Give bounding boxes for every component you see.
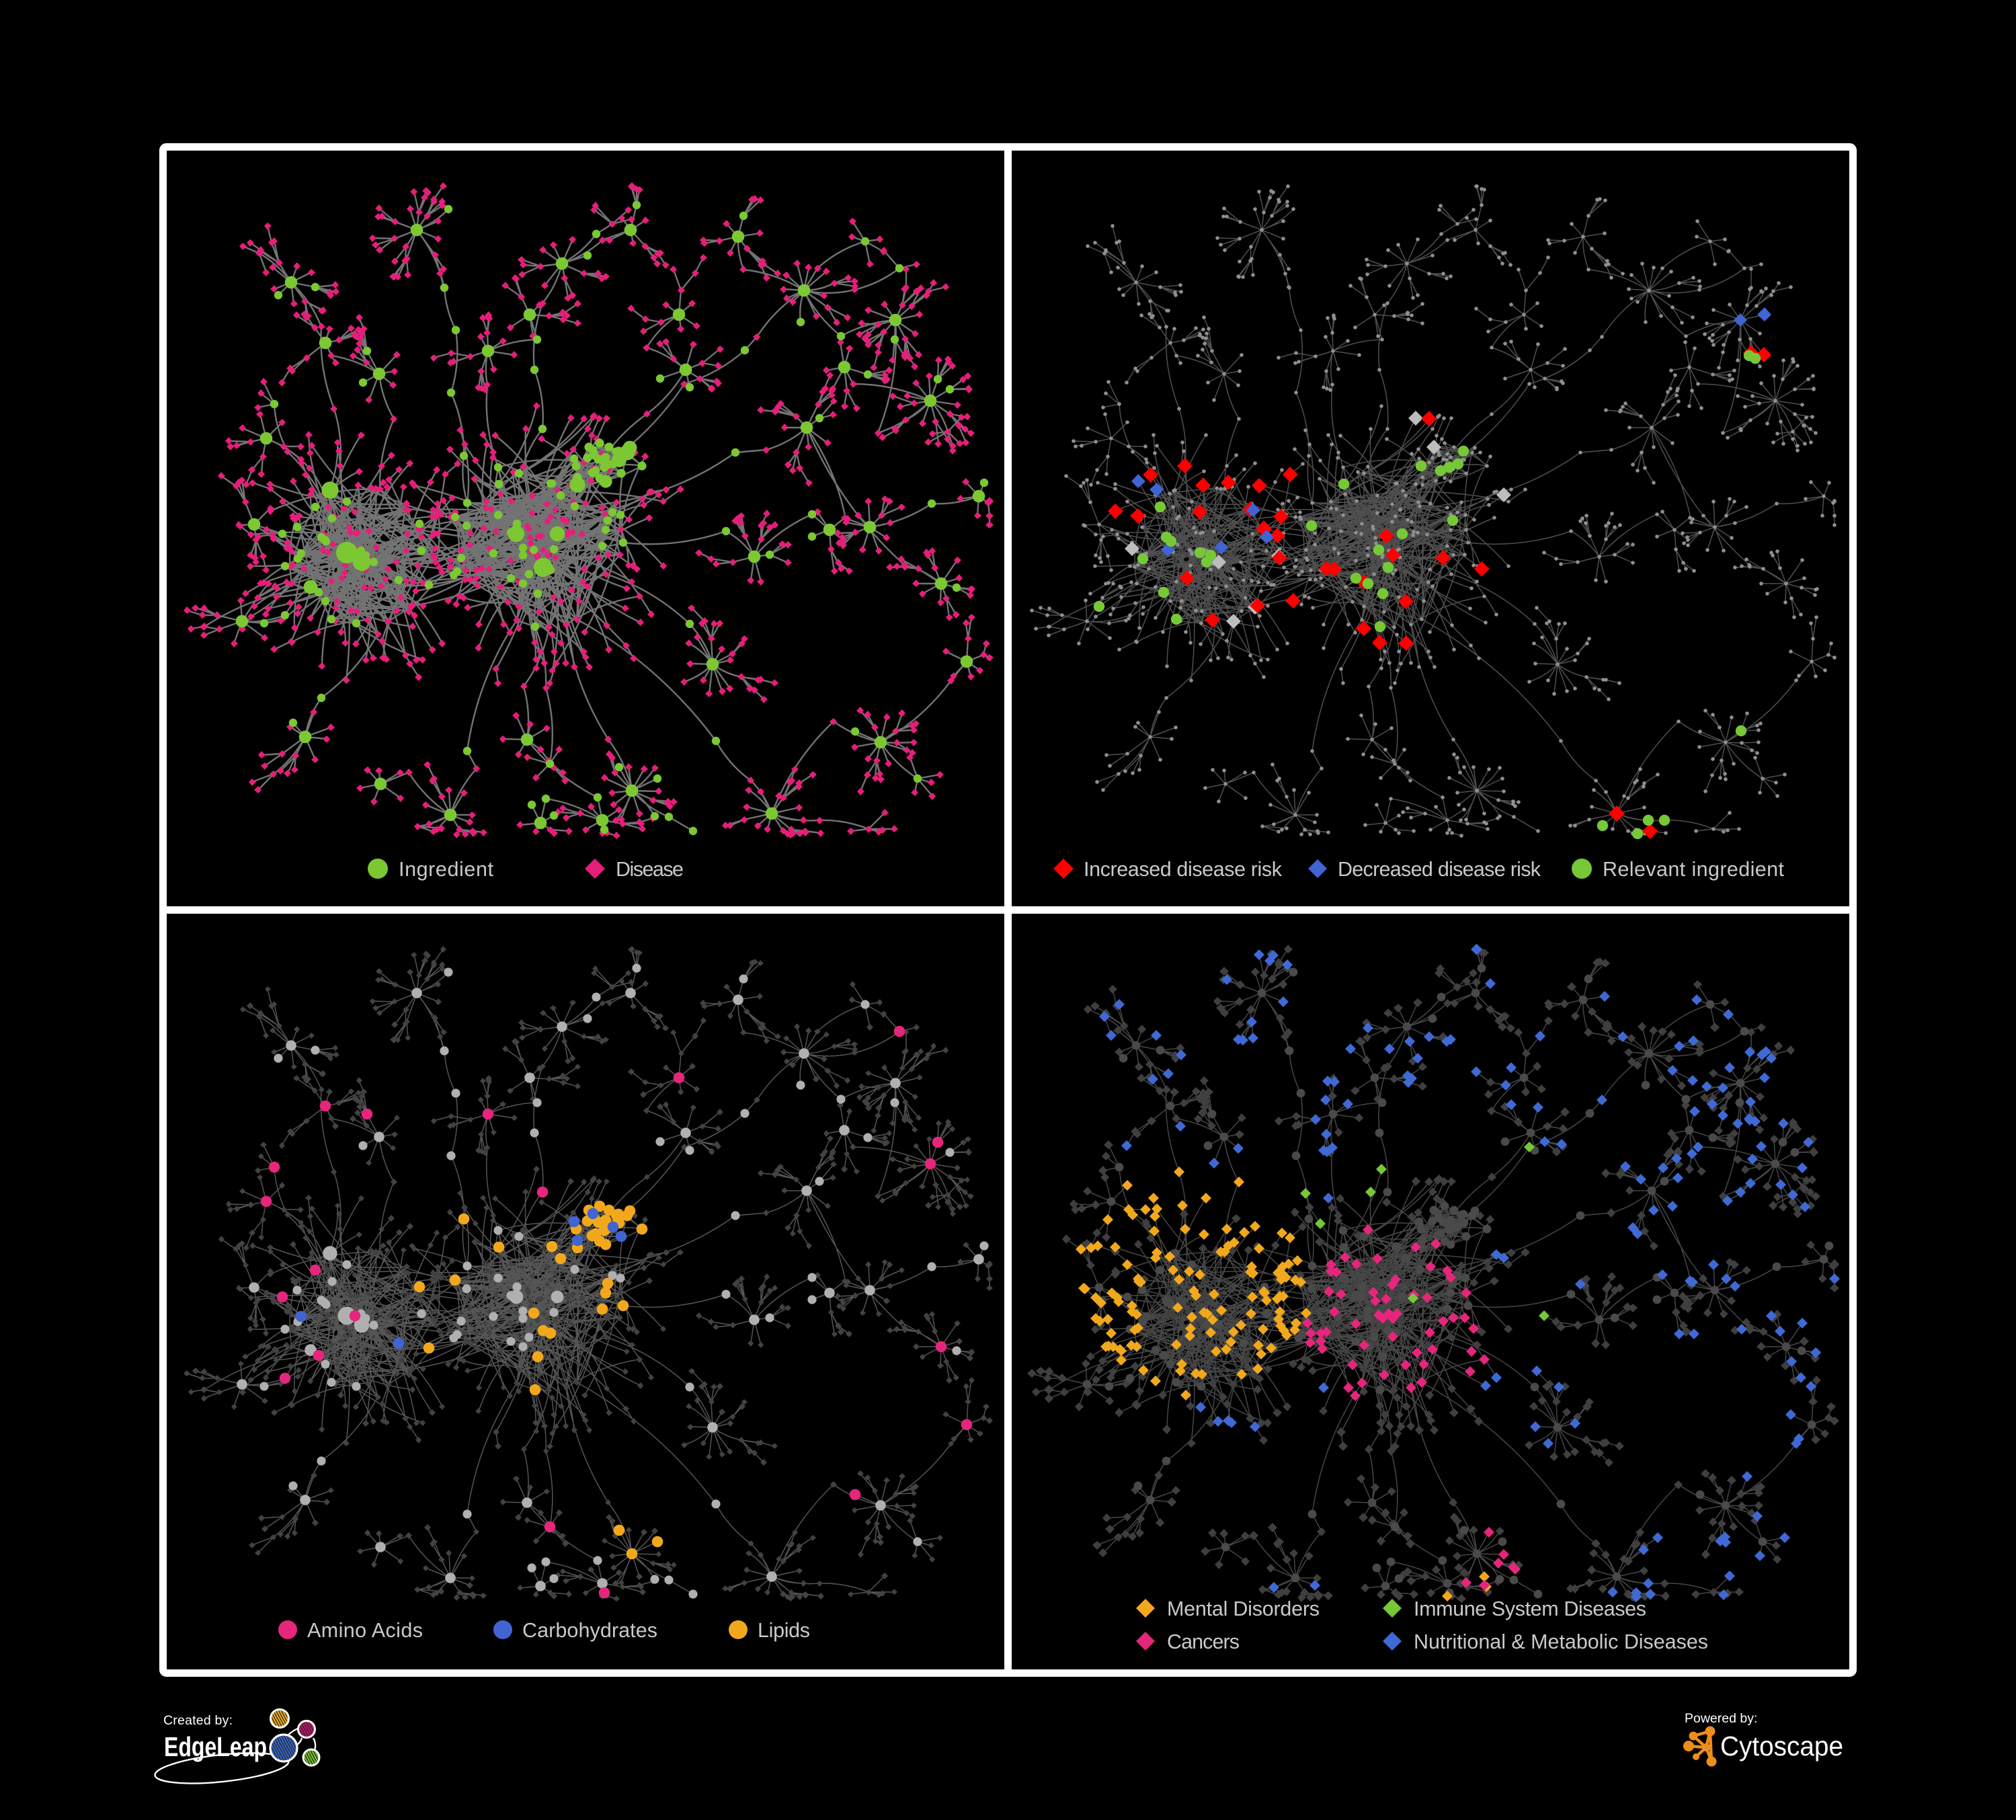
- svg-text:Created by:: Created by:: [163, 1713, 233, 1728]
- svg-text:Ingredient: Ingredient: [399, 858, 494, 881]
- svg-text:Cancers: Cancers: [1167, 1630, 1240, 1653]
- svg-text:Disease: Disease: [616, 858, 684, 881]
- svg-text:Carbohydrates: Carbohydrates: [522, 1619, 657, 1642]
- svg-text:Increased disease risk: Increased disease risk: [1084, 858, 1283, 881]
- svg-text:Decreased disease risk: Decreased disease risk: [1338, 858, 1541, 881]
- svg-text:Immune System Diseases: Immune System Diseases: [1414, 1597, 1646, 1620]
- svg-text:Amino Acids: Amino Acids: [307, 1619, 423, 1642]
- svg-text:Lipids: Lipids: [758, 1619, 810, 1642]
- svg-text:Cytoscape: Cytoscape: [1720, 1731, 1843, 1762]
- svg-text:Relevant ingredient: Relevant ingredient: [1603, 858, 1785, 881]
- svg-text:Nutritional & Metabolic Diseas: Nutritional & Metabolic Diseases: [1414, 1630, 1708, 1653]
- svg-text:Powered by:: Powered by:: [1685, 1711, 1757, 1726]
- svg-text:EdgeLeap: EdgeLeap: [164, 1731, 267, 1762]
- svg-text:Mental Disorders: Mental Disorders: [1167, 1597, 1320, 1620]
